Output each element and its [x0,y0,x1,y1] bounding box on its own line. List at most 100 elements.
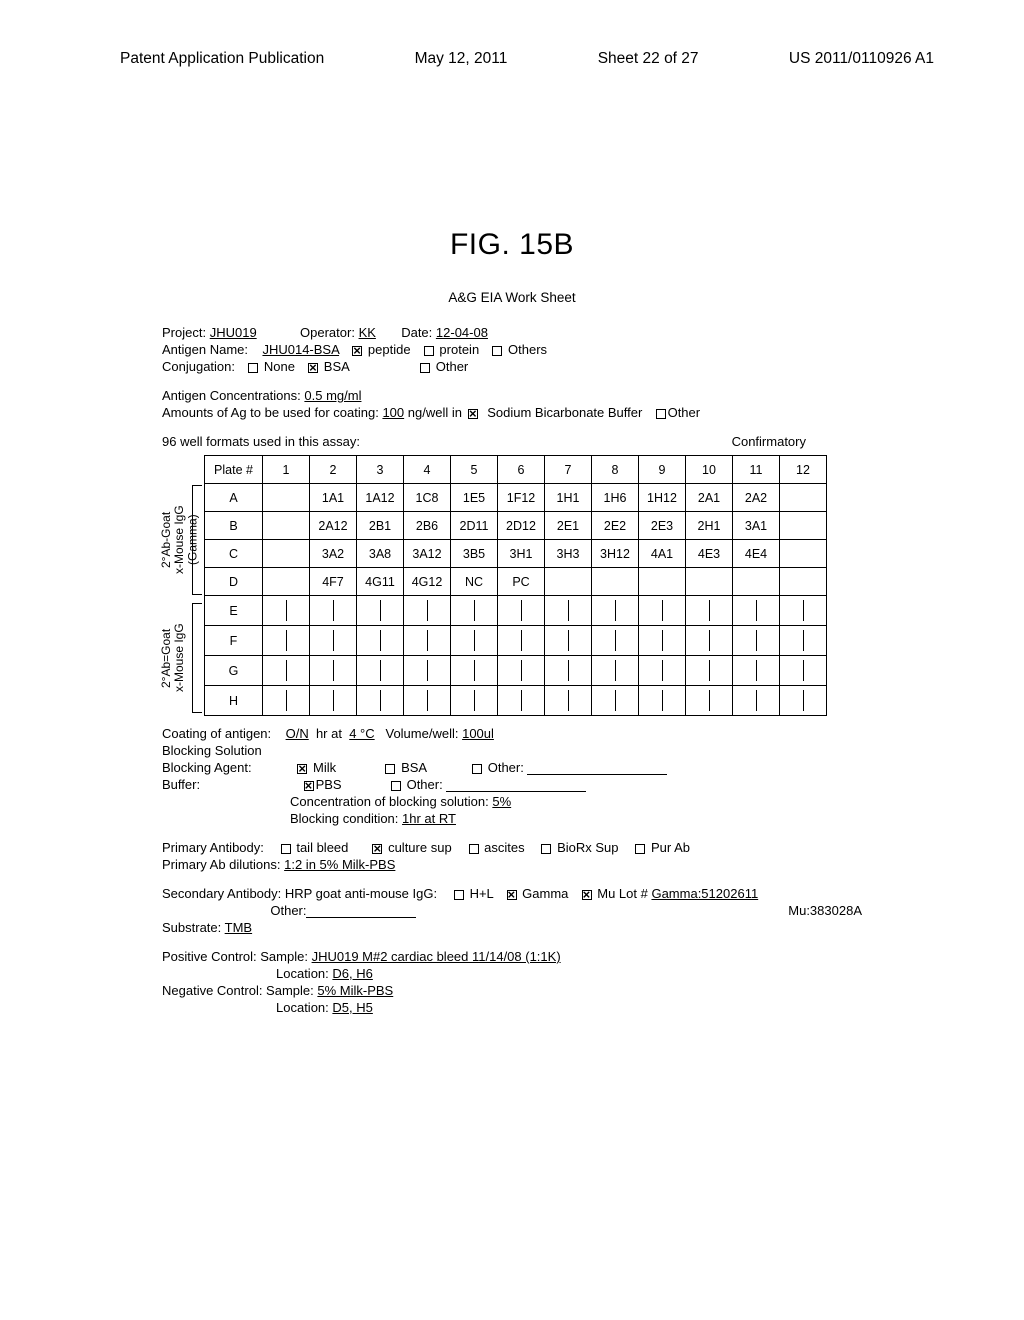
coating-unit: hr at [316,726,342,741]
nc-value: 5% Milk-PBS [317,983,393,998]
plate-cell [545,626,592,656]
plate-col-header: 8 [592,456,639,484]
plate-cell [404,626,451,656]
hl-checkbox [454,890,464,900]
plate-cell [451,596,498,626]
blocking-cond-label: Blocking condition: [290,811,398,826]
operator-value: KK [359,325,376,340]
coating-value: O/N [286,726,309,741]
other3-label: Other: [488,760,524,775]
pbs-checkbox [304,781,314,791]
plate-cell [639,568,686,596]
plate-cell: 1A12 [357,484,404,512]
plate-cell [498,686,545,716]
plate-cell: 3H12 [592,540,639,568]
nc-label: Negative Control: Sample: [162,983,314,998]
plate-cell [451,656,498,686]
milk-checkbox [297,764,307,774]
blocking-cond-value: 1hr at RT [402,811,456,826]
plate-cell [686,626,733,656]
protein-label: protein [439,342,479,357]
plate-cell: PC [498,568,545,596]
primary-dil-value: 1:2 in 5% Milk-PBS [284,857,395,872]
others-label: Others [508,342,547,357]
plate-col-header: 12 [780,456,827,484]
plate-cell: 4G11 [357,568,404,596]
sodium-label: Sodium Bicarbonate Buffer [487,405,642,420]
amounts-unit: ng/well in [408,405,462,420]
hl-label: H+L [470,886,494,901]
conc-blocking-line: Concentration of blocking solution: 5% [290,794,862,809]
peptide-checkbox [352,346,362,356]
plate-cell [733,596,780,626]
brace-bot [192,603,202,713]
plate-cell [639,626,686,656]
plate-cell [592,626,639,656]
plate-cell: 1A1 [310,484,357,512]
plate-cell [545,568,592,596]
plate-cell [357,626,404,656]
plate-cell [451,686,498,716]
blocking-cond-line: Blocking condition: 1hr at RT [290,811,862,826]
plate-cell: 3A1 [733,512,780,540]
pc-loc-line: Location: D6, H6 [276,966,862,981]
blocking-agent-label: Blocking Agent: [162,760,252,775]
plate-row-header: D [205,568,263,596]
other-mu-line: Other: Mu:383028A [162,903,862,918]
page-header: Patent Application Publication May 12, 2… [0,0,1024,68]
plate-cell: 3A8 [357,540,404,568]
culture-label: culture sup [388,840,452,855]
buffer-line: Buffer: PBS Other: [162,777,862,792]
plate-cell [780,686,827,716]
plate-cell: 2B1 [357,512,404,540]
milk-label: Milk [313,760,336,775]
plate-cell [310,656,357,686]
plate-col-header: 5 [451,456,498,484]
plate-cell [545,656,592,686]
bsa-checkbox [308,363,318,373]
plate-cell [592,568,639,596]
figure-title: FIG. 15B [0,228,1024,262]
antigen-conc-line: Antigen Concentrations: 0.5 mg/ml [162,388,862,403]
plate-row-header: A [205,484,263,512]
plate-row-header: B [205,512,263,540]
plate-cell [498,656,545,686]
plate-cell [639,656,686,686]
culture-checkbox [372,844,382,854]
plate-cell: 4E4 [733,540,780,568]
conc-blocking-label: Concentration of blocking solution: [290,794,489,809]
plate-cell [498,626,545,656]
plate-cell [404,686,451,716]
plate-cell: 2H1 [686,512,733,540]
plate-cell: 1H12 [639,484,686,512]
plate-col-header: 3 [357,456,404,484]
worksheet-content: Project: JHU019 Operator: KK Date: 12-04… [162,325,862,1015]
antigen-name-label: Antigen Name: [162,342,248,357]
others-checkbox [492,346,502,356]
plate-grid-wrap: 2°Ab-Goat x-Mouse IgG (Gamma) 2°Ab=Goat … [162,455,862,716]
project-value: JHU019 [210,325,257,340]
plate-cell: 3H3 [545,540,592,568]
plate-cell: 2E2 [592,512,639,540]
other-label: Other [436,359,469,374]
plate-cell [639,596,686,626]
antigen-conc-value: 0.5 mg/ml [304,388,361,403]
mu-checkbox [582,890,592,900]
plate-col-header: Plate # [205,456,263,484]
bsa2-label: BSA [401,760,426,775]
plate-cell: 2A2 [733,484,780,512]
amounts-line: Amounts of Ag to be used for coating: 10… [162,405,862,420]
plate-cell [310,596,357,626]
pc-value: JHU019 M#2 cardiac bleed 11/14/08 (1:1K) [312,949,561,964]
plate-cell [263,512,310,540]
plate-cell [498,596,545,626]
plate-cell [592,596,639,626]
plate-cell [733,568,780,596]
nc-line: Negative Control: Sample: 5% Milk-PBS [162,983,862,998]
worksheet-title: A&G EIA Work Sheet [0,290,1024,305]
ascites-label: ascites [484,840,524,855]
plate-cell: 1F12 [498,484,545,512]
antigen-line: Antigen Name: JHU014-BSA peptide protein… [162,342,862,357]
mu-lot: Mu:383028A [788,903,862,918]
vlabel-top-1: 2°Ab-Goat [159,512,173,568]
